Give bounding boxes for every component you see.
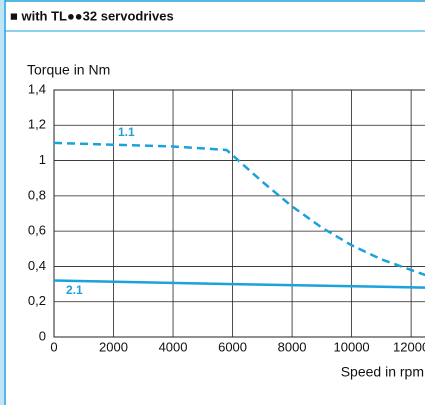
series-label: 2.1 bbox=[66, 283, 83, 297]
y-tick-label: 0,6 bbox=[28, 223, 46, 238]
x-tick-label: 2000 bbox=[99, 339, 128, 354]
heading: ■ with TL●●32 servodrives bbox=[10, 8, 174, 23]
x-axis-label: Speed in rpm bbox=[341, 364, 424, 380]
x-tick-label: 10000 bbox=[334, 339, 370, 354]
line-series bbox=[53, 279, 425, 289]
x-tick-label: 6000 bbox=[218, 339, 247, 354]
x-tick-label: 4000 bbox=[159, 339, 188, 354]
series-label: 1.1 bbox=[118, 125, 135, 139]
y-tick-label: 0,2 bbox=[28, 293, 46, 308]
y-tick-label: 0 bbox=[39, 328, 46, 343]
y-tick-label: 0,8 bbox=[28, 187, 46, 202]
line-series bbox=[53, 141, 425, 277]
x-tick-label: 8000 bbox=[278, 339, 307, 354]
y-tick-label: 1,4 bbox=[28, 81, 46, 96]
left-band bbox=[0, 0, 4, 405]
x-tick-label: 0 bbox=[50, 339, 57, 354]
y-tick-label: 0,4 bbox=[28, 258, 46, 273]
x-tick-label: 12000 bbox=[393, 339, 425, 354]
y-axis-label: Torque in Nm bbox=[27, 62, 110, 78]
plot-frame bbox=[53, 89, 425, 338]
y-tick-label: 1 bbox=[39, 152, 46, 167]
y-tick-label: 1,2 bbox=[28, 117, 46, 132]
